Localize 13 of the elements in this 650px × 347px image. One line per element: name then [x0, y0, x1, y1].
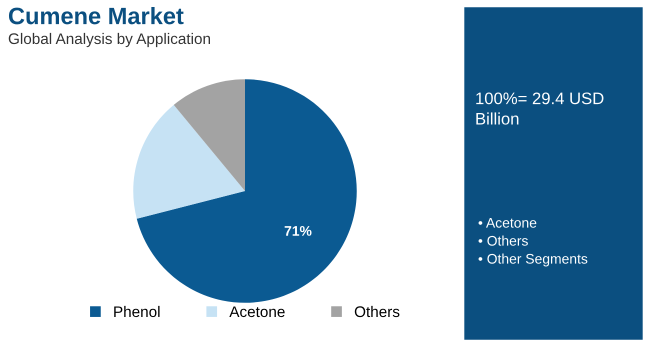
chart-subtitle: Global Analysis by Application — [8, 32, 210, 48]
text: 100%= 29.4 USD Billion — [476, 92, 604, 125]
text: • Other Segments — [478, 254, 588, 266]
legend-label: Others — [354, 306, 400, 318]
pie-slice — [136, 79, 357, 303]
text: • Others — [478, 236, 528, 246]
data-label: 71% — [284, 226, 312, 236]
legend-label: Acetone — [229, 306, 285, 318]
pie-slice — [174, 79, 245, 191]
legend-label: Phenol — [114, 306, 160, 318]
chart-title: Cumene Market — [8, 6, 184, 24]
pie-slice — [133, 104, 245, 219]
text: • Acetone — [478, 218, 536, 228]
